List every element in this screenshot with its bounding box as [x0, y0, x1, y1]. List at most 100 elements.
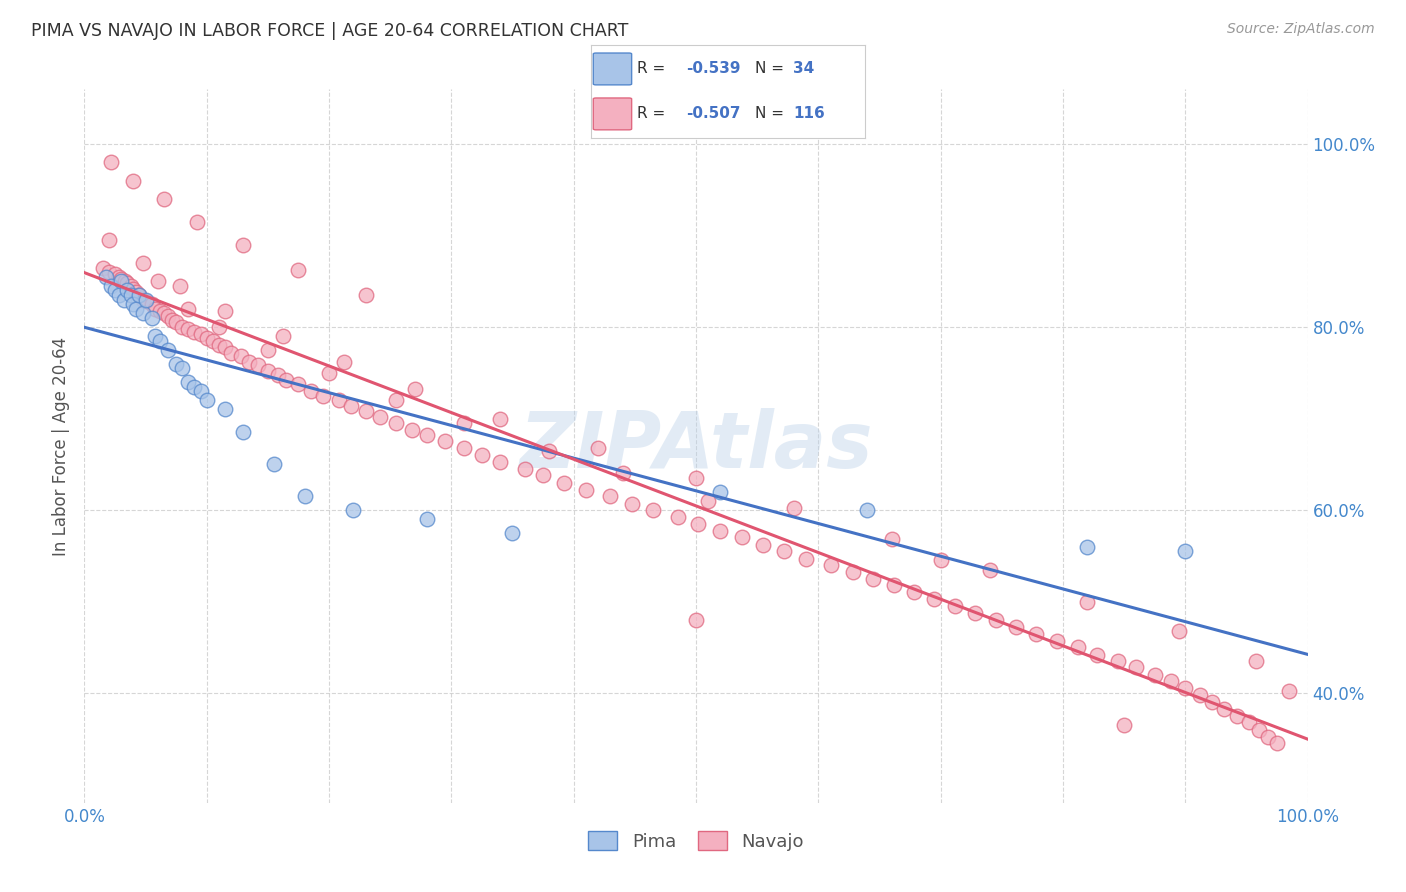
Point [1160, 674, 1182, 689]
Point [643, 503, 665, 517]
Point [340, 399, 363, 413]
Point [287, 263, 309, 277]
Point [115, 284, 138, 298]
Legend: Pima, Navajo: Pima, Navajo [581, 824, 811, 858]
Text: Source: ZipAtlas.com: Source: ZipAtlas.com [1227, 22, 1375, 37]
Point [1278, 684, 1301, 698]
Point [688, 516, 710, 531]
Point [621, 497, 644, 511]
Point [1025, 626, 1047, 640]
Text: 34: 34 [793, 62, 814, 77]
Point [271, 329, 294, 343]
Point [752, 538, 775, 552]
Point [110, 272, 132, 286]
Point [1237, 715, 1260, 730]
Point [195, 393, 218, 408]
Point [963, 606, 986, 620]
Point [453, 441, 475, 455]
Point [1076, 540, 1098, 554]
Point [1213, 702, 1236, 716]
Point [318, 366, 340, 380]
Point [1265, 736, 1288, 750]
Point [177, 375, 200, 389]
Point [979, 562, 1001, 576]
Point [125, 285, 148, 300]
Point [186, 215, 208, 229]
Point [1188, 688, 1211, 702]
Point [247, 359, 270, 373]
Point [416, 428, 439, 442]
Point [276, 373, 298, 387]
Point [575, 483, 598, 497]
Point [731, 531, 754, 545]
Point [107, 269, 129, 284]
Point [513, 462, 536, 476]
Point [709, 484, 731, 499]
Point [132, 306, 155, 320]
Point [132, 256, 155, 270]
Point [114, 274, 136, 288]
Point [100, 279, 122, 293]
Point [172, 361, 194, 376]
Point [257, 364, 280, 378]
Point [903, 585, 925, 599]
Point [1005, 620, 1028, 634]
Point [183, 379, 205, 393]
Point [612, 467, 634, 481]
Point [880, 533, 903, 547]
Point [794, 551, 817, 566]
Point [156, 309, 179, 323]
Point [841, 566, 863, 580]
Point [128, 288, 150, 302]
Point [232, 425, 254, 440]
Point [115, 276, 138, 290]
Point [165, 316, 187, 330]
Point [354, 288, 377, 302]
Point [122, 282, 145, 296]
Point [1114, 718, 1136, 732]
Point [328, 393, 350, 408]
Point [120, 279, 142, 293]
Text: N =: N = [755, 62, 789, 77]
Point [599, 489, 621, 503]
Point [120, 288, 142, 302]
Point [104, 284, 127, 298]
Point [201, 334, 224, 348]
Point [294, 489, 316, 503]
Point [416, 512, 439, 526]
Point [107, 288, 129, 302]
Point [146, 274, 169, 288]
Point [883, 578, 905, 592]
Point [489, 455, 512, 469]
Point [1174, 544, 1197, 558]
Point [1257, 730, 1279, 744]
Point [401, 423, 423, 437]
Point [1168, 624, 1191, 638]
Point [553, 475, 575, 490]
Point [1247, 723, 1270, 737]
Point [312, 389, 335, 403]
Point [165, 357, 187, 371]
Point [943, 599, 966, 613]
Point [153, 192, 176, 206]
Point [1046, 633, 1069, 648]
Point [385, 416, 408, 430]
Point [1107, 654, 1129, 668]
Point [110, 274, 132, 288]
Point [685, 471, 707, 485]
Point [856, 503, 879, 517]
Point [132, 293, 155, 307]
Point [232, 237, 254, 252]
Point [135, 294, 157, 309]
Point [263, 458, 285, 472]
Point [162, 312, 184, 326]
Y-axis label: In Labor Force | Age 20-64: In Labor Force | Age 20-64 [52, 336, 70, 556]
Point [370, 409, 392, 424]
Point [125, 301, 148, 316]
Point [453, 416, 475, 430]
Point [929, 553, 952, 567]
Point [153, 306, 176, 320]
Point [149, 334, 172, 348]
Point [208, 320, 231, 334]
Point [1066, 640, 1088, 655]
